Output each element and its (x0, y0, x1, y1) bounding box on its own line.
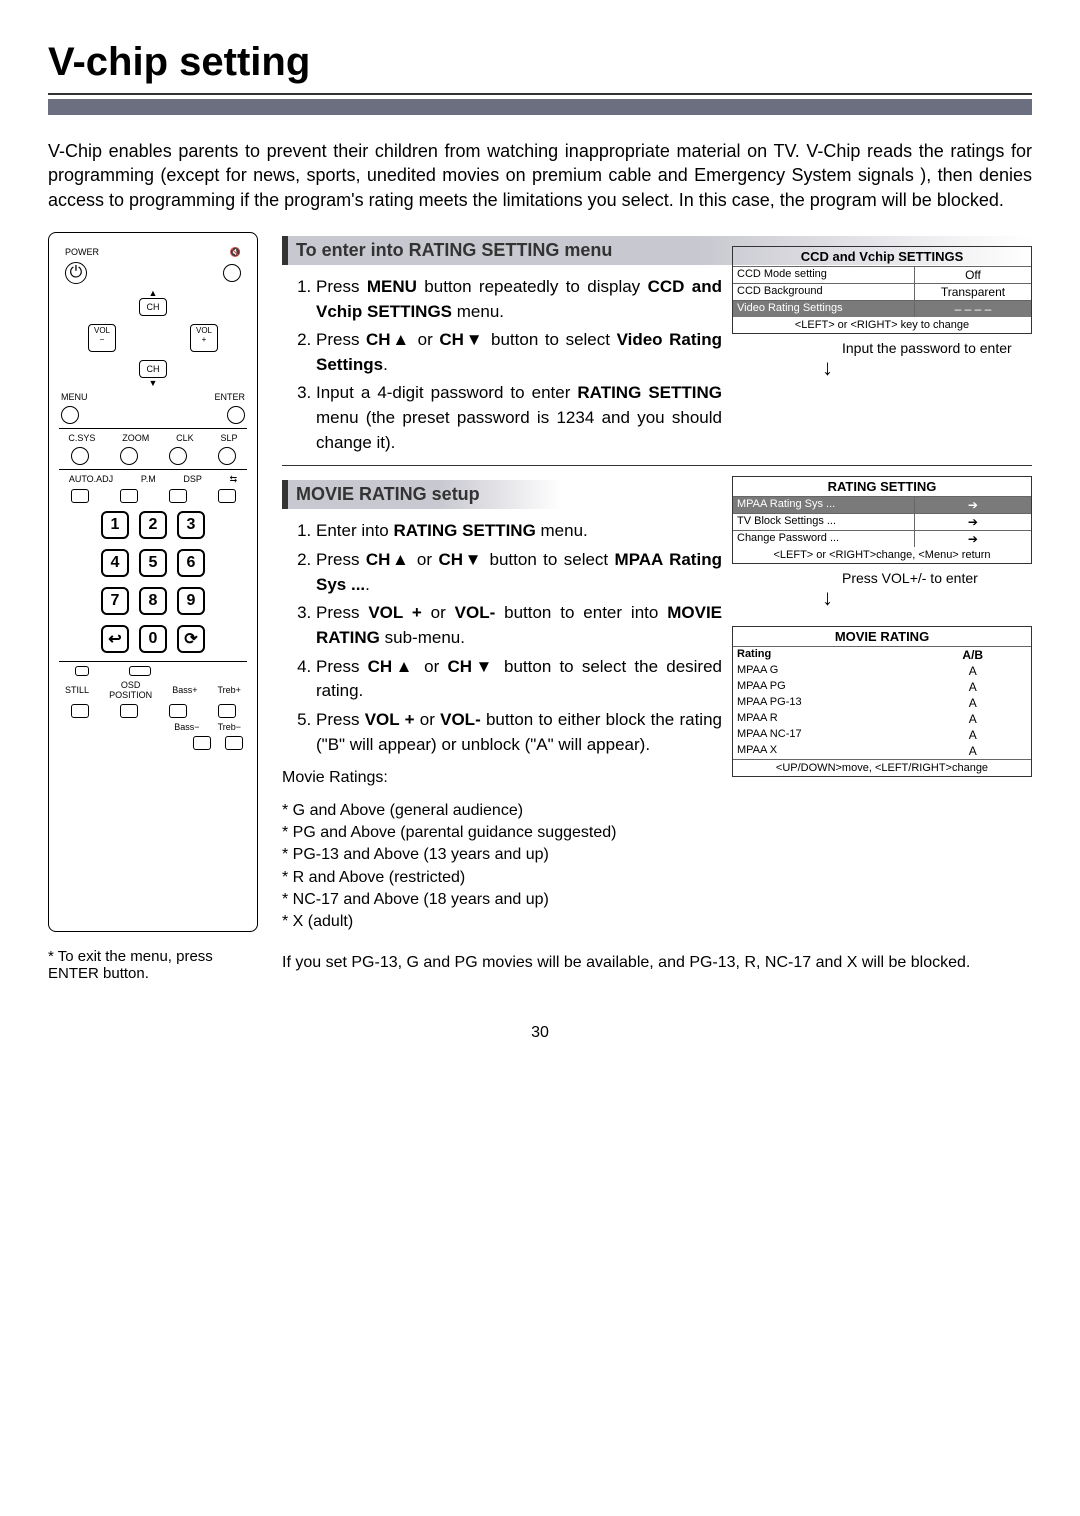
rating-x: * X (adult) (282, 911, 1032, 933)
osd-ccd-settings: CCD and Vchip SETTINGS CCD Mode settingO… (732, 242, 1032, 378)
rating-nc17: * NC-17 and Above (18 years and up) (282, 889, 1032, 911)
exit-note: * To exit the menu, press ENTER button. (48, 948, 258, 982)
divider-thin (48, 93, 1032, 95)
osd-rating-setting: RATING SETTING MPAA Rating Sys ...➔ TV B… (732, 472, 1032, 608)
rating-pg13: * PG-13 and Above (13 years and up) (282, 844, 1032, 866)
mute-icon: 🔇 (230, 247, 241, 258)
page-title: V-chip setting (48, 40, 1032, 85)
mute-button (223, 264, 241, 282)
section-heading-movie: MOVIE RATING setup (282, 480, 562, 509)
power-label: POWER (65, 247, 99, 257)
remote-diagram: POWER 🔇 ⏻ ▲ CH CH ▼ VOL − VOL + (48, 232, 258, 932)
rating-r: * R and Above (restricted) (282, 867, 1032, 889)
tail-note: If you set PG-13, G and PG movies will b… (282, 952, 1032, 974)
rating-g: * G and Above (general audience) (282, 800, 1032, 822)
page-number: 30 (48, 1024, 1032, 1042)
rating-pg: * PG and Above (parental guidance sugges… (282, 822, 1032, 844)
divider-thick (48, 99, 1032, 115)
intro-text: V-Chip enables parents to prevent their … (48, 139, 1032, 212)
number-pad: 123 456 789 ↩0⟳ (55, 511, 251, 653)
osd-movie-rating: MOVIE RATING RatingA/B MPAA GA MPAA PGA … (732, 622, 1032, 777)
